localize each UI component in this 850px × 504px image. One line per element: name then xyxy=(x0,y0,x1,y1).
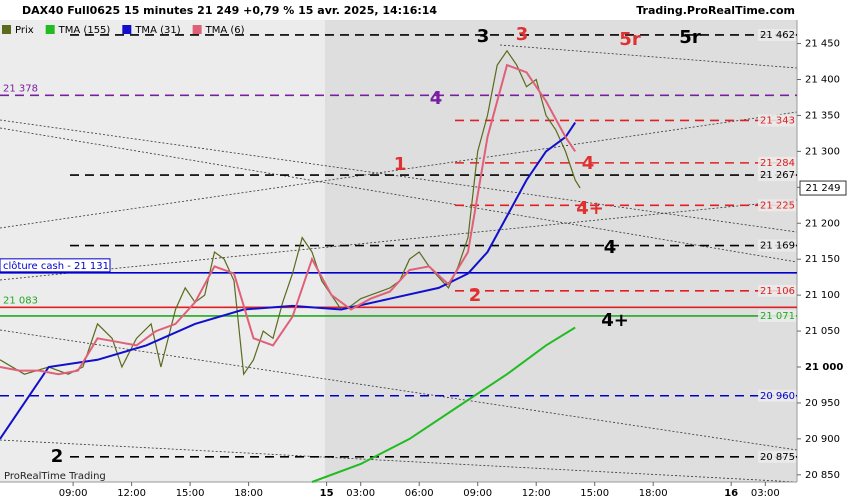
x-tick-label: 15:00 xyxy=(176,488,205,499)
y-tick-label: 20 850 xyxy=(805,470,840,481)
level-label: 21 378 xyxy=(3,83,38,94)
legend-swatch xyxy=(45,25,55,34)
annotation: 3 xyxy=(516,24,529,45)
annotation: 2 xyxy=(51,446,64,467)
level-label: 21 106 xyxy=(760,286,795,297)
y-tick-label: 21 350 xyxy=(805,110,840,121)
footer: ProRealTime Trading xyxy=(4,471,106,482)
level-label-box xyxy=(758,284,796,297)
series-line xyxy=(0,122,577,440)
level-label-box xyxy=(758,199,796,212)
x-tick-label: 15 xyxy=(320,488,334,499)
legend: Prix TMA (155) TMA (31) TMA (6) xyxy=(2,25,245,36)
chart-title: DAX40 Full0625 15 minutes 21 249 +0,79 %… xyxy=(22,4,437,17)
level-label-box xyxy=(758,239,796,252)
level-label-box xyxy=(758,169,796,182)
level-label-box xyxy=(758,450,796,463)
level-label: 21 225 xyxy=(760,200,795,211)
legend-label: TMA (31) xyxy=(134,25,180,36)
annotation: 1 xyxy=(394,154,407,175)
legend-label: TMA (6) xyxy=(205,25,245,36)
y-tick-label: 21 300 xyxy=(805,146,840,157)
header-bar xyxy=(0,0,850,20)
legend-label: TMA (155) xyxy=(58,25,111,36)
level-label: 21 462 xyxy=(760,30,795,41)
last-price-box xyxy=(799,180,847,196)
level-label: 20 960 xyxy=(760,391,795,402)
annotation: 4 xyxy=(604,237,617,258)
last-price-label: 21 249 xyxy=(806,183,841,194)
trend-line xyxy=(499,44,798,69)
level-label-box xyxy=(758,156,796,169)
annotation: 4 xyxy=(582,153,595,174)
x-tick-label: 06:00 xyxy=(405,488,434,499)
y-tick-label: 20 950 xyxy=(805,398,840,409)
annotation: 4 xyxy=(430,88,443,109)
legend-swatch xyxy=(192,25,202,34)
x-tick-label: 18:00 xyxy=(639,488,668,499)
level-label: 21 267 xyxy=(760,170,795,181)
level-label: 21 284 xyxy=(760,158,795,169)
series-line xyxy=(0,63,577,376)
level-label-box xyxy=(758,389,796,402)
trend-lines xyxy=(0,44,798,483)
trend-line xyxy=(0,199,798,281)
x-tick-label: 03:00 xyxy=(751,488,780,499)
trend-line xyxy=(0,439,798,483)
level-label-box xyxy=(758,114,796,127)
annotation: 5r xyxy=(619,29,641,50)
legend-swatch xyxy=(122,25,132,34)
level-label: clôture cash - 21 131 xyxy=(3,260,109,272)
y-tick-label: 20 900 xyxy=(805,434,840,445)
x-tick-label: 09:00 xyxy=(59,488,88,499)
level-label-box xyxy=(0,258,111,273)
x-tick-label: 18:00 xyxy=(234,488,263,499)
series-line xyxy=(311,326,576,483)
y-tick-label: 21 200 xyxy=(805,218,840,229)
x-tick-label: 03:00 xyxy=(346,488,375,499)
x-tick-label: 12:00 xyxy=(522,488,551,499)
legend-swatch xyxy=(2,25,11,34)
level-label-box xyxy=(758,309,796,322)
y-tick-label: 21 100 xyxy=(805,290,840,301)
session-shade xyxy=(325,20,797,482)
level-label: 20 875 xyxy=(760,452,795,463)
legend-label: Prix xyxy=(15,25,34,36)
y-tick-label: 21 150 xyxy=(805,254,840,265)
x-tick-label: 12:00 xyxy=(117,488,146,499)
level-label: 21 169 xyxy=(760,241,795,252)
annotation: 3 xyxy=(477,26,490,47)
y-tick-label: 21 400 xyxy=(805,75,840,86)
y-tick-label: 21 450 xyxy=(805,39,840,50)
level-label: 21 071 xyxy=(760,311,795,322)
trend-line xyxy=(0,127,798,263)
level-label-box xyxy=(758,28,796,41)
x-tick-label: 16 xyxy=(724,488,738,499)
source: Trading.ProRealTime.com xyxy=(636,4,795,17)
annotation: 2 xyxy=(469,285,482,306)
x-tick-label: 15:00 xyxy=(580,488,609,499)
y-tick-label: 21 050 xyxy=(805,326,840,337)
level-label: 21 343 xyxy=(760,115,795,126)
annotation: 4+ xyxy=(601,310,629,331)
series-line xyxy=(0,49,581,376)
x-tick-label: 09:00 xyxy=(463,488,492,499)
annotation: 4+ xyxy=(576,198,604,219)
y-tick-label: 21 000 xyxy=(805,362,843,373)
annotation: 5r xyxy=(679,27,701,48)
level-label: 21 083 xyxy=(3,295,38,306)
